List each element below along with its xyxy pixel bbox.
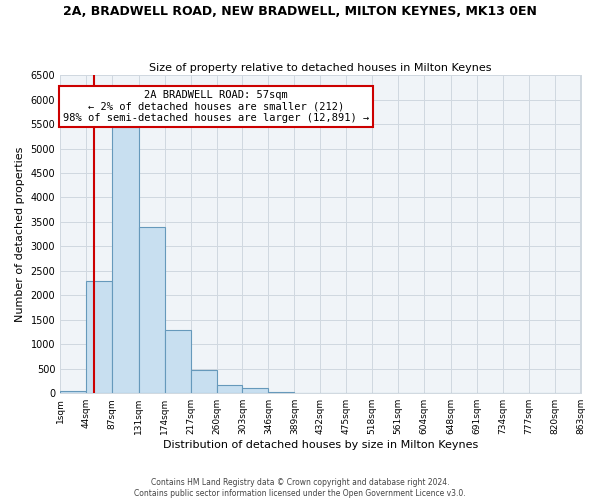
Bar xyxy=(139,227,164,393)
Bar xyxy=(164,330,191,393)
Bar xyxy=(86,280,112,393)
Text: 2A, BRADWELL ROAD, NEW BRADWELL, MILTON KEYNES, MK13 0EN: 2A, BRADWELL ROAD, NEW BRADWELL, MILTON … xyxy=(63,5,537,18)
Bar xyxy=(268,392,295,393)
Bar xyxy=(242,388,268,393)
Bar xyxy=(112,126,139,393)
Bar xyxy=(217,384,242,393)
X-axis label: Distribution of detached houses by size in Milton Keynes: Distribution of detached houses by size … xyxy=(163,440,478,450)
Bar xyxy=(191,370,217,393)
Text: 2A BRADWELL ROAD: 57sqm
← 2% of detached houses are smaller (212)
98% of semi-de: 2A BRADWELL ROAD: 57sqm ← 2% of detached… xyxy=(63,90,370,123)
Text: Contains HM Land Registry data © Crown copyright and database right 2024.
Contai: Contains HM Land Registry data © Crown c… xyxy=(134,478,466,498)
Bar xyxy=(60,391,86,393)
Title: Size of property relative to detached houses in Milton Keynes: Size of property relative to detached ho… xyxy=(149,63,491,73)
Y-axis label: Number of detached properties: Number of detached properties xyxy=(15,146,25,322)
